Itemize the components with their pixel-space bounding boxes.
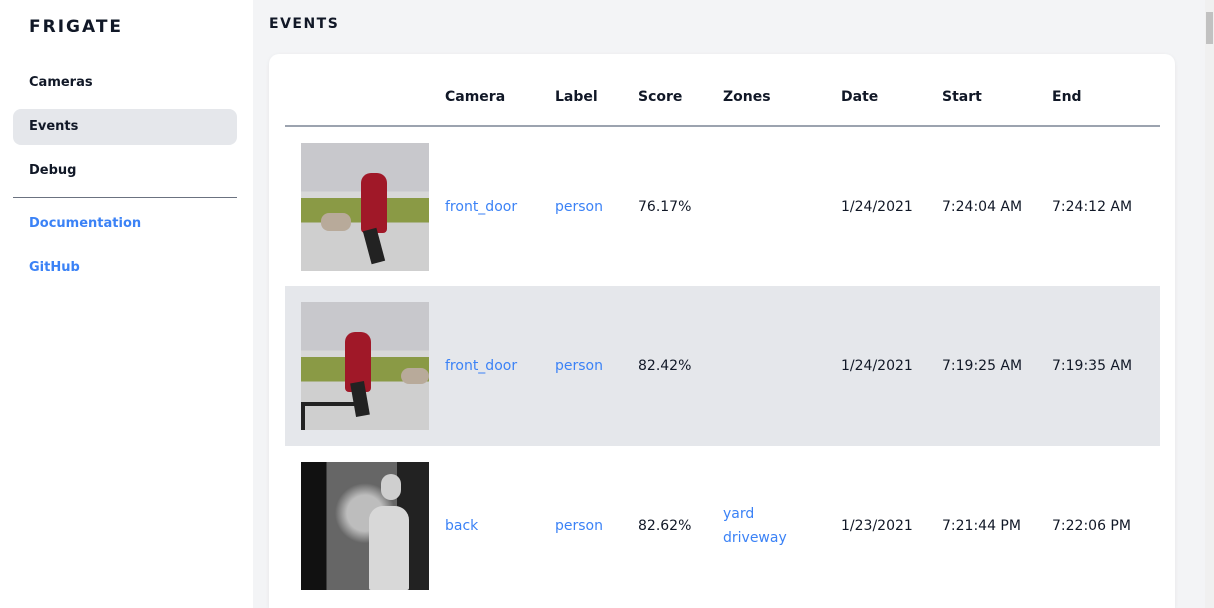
documentation-link[interactable]: Documentation bbox=[29, 216, 142, 231]
page-title: EVENTS bbox=[269, 16, 340, 32]
date: 1/23/2021 bbox=[841, 518, 913, 534]
scrollbar-thumb[interactable] bbox=[1206, 12, 1213, 44]
col-camera: Camera bbox=[445, 54, 555, 127]
event-thumbnail[interactable] bbox=[301, 462, 429, 590]
date: 1/24/2021 bbox=[841, 198, 913, 215]
start-time: 7:21:44 PM bbox=[942, 518, 1021, 534]
events-table: Camera Label Score Zones Date Start End … bbox=[285, 54, 1160, 606]
sidebar-item-cameras[interactable]: Cameras bbox=[29, 75, 93, 90]
camera-link[interactable]: back bbox=[445, 518, 479, 534]
sidebar-divider bbox=[13, 197, 237, 198]
github-link[interactable]: GitHub bbox=[29, 260, 80, 275]
date: 1/24/2021 bbox=[841, 286, 942, 446]
sidebar: FRIGATE Cameras Events Debug Documentati… bbox=[0, 0, 253, 608]
end-time: 7:19:35 AM bbox=[1052, 286, 1160, 446]
event-thumbnail[interactable] bbox=[301, 142, 429, 271]
end-time: 7:22:06 PM bbox=[1052, 518, 1131, 534]
score: 76.17% bbox=[638, 198, 692, 215]
brand-logo: FRIGATE bbox=[29, 17, 124, 37]
start-time: 7:24:04 AM bbox=[942, 198, 1023, 215]
table-header: Camera Label Score Zones Date Start End bbox=[285, 54, 1160, 127]
table-row[interactable]: front_door person 76.17% 1/24/2021 7:24:… bbox=[285, 126, 1160, 286]
scrollbar[interactable] bbox=[1205, 0, 1214, 608]
table-row[interactable]: back person 82.62% yard driveway 1/23/202… bbox=[285, 446, 1160, 606]
table-row[interactable]: front_door person 82.42% 1/24/2021 7:19:… bbox=[285, 286, 1160, 446]
zones bbox=[723, 126, 841, 286]
camera-link[interactable]: front_door bbox=[445, 198, 518, 215]
zone-link[interactable]: yard bbox=[723, 506, 755, 522]
score: 82.62% bbox=[638, 518, 692, 534]
sidebar-item-debug[interactable]: Debug bbox=[29, 163, 77, 178]
col-date: Date bbox=[841, 54, 942, 127]
label-link[interactable]: person bbox=[555, 518, 603, 534]
col-label: Label bbox=[555, 54, 638, 127]
start-time: 7:19:25 AM bbox=[942, 286, 1052, 446]
score: 82.42% bbox=[638, 286, 723, 446]
events-card: Camera Label Score Zones Date Start End … bbox=[269, 54, 1175, 608]
label-link[interactable]: person bbox=[555, 358, 603, 374]
col-score: Score bbox=[638, 54, 723, 127]
zones: yard driveway bbox=[723, 446, 841, 606]
event-thumbnail[interactable] bbox=[301, 302, 429, 430]
col-end: End bbox=[1052, 54, 1160, 127]
label-link[interactable]: person bbox=[555, 198, 603, 215]
col-zones: Zones bbox=[723, 54, 841, 127]
end-time: 7:24:12 AM bbox=[1052, 198, 1133, 215]
sidebar-item-events[interactable]: Events bbox=[13, 109, 237, 145]
zone-link[interactable]: driveway bbox=[723, 530, 787, 546]
col-start: Start bbox=[942, 54, 1052, 127]
camera-link[interactable]: front_door bbox=[445, 358, 518, 374]
col-thumbnail bbox=[285, 54, 445, 127]
zones bbox=[723, 286, 841, 446]
